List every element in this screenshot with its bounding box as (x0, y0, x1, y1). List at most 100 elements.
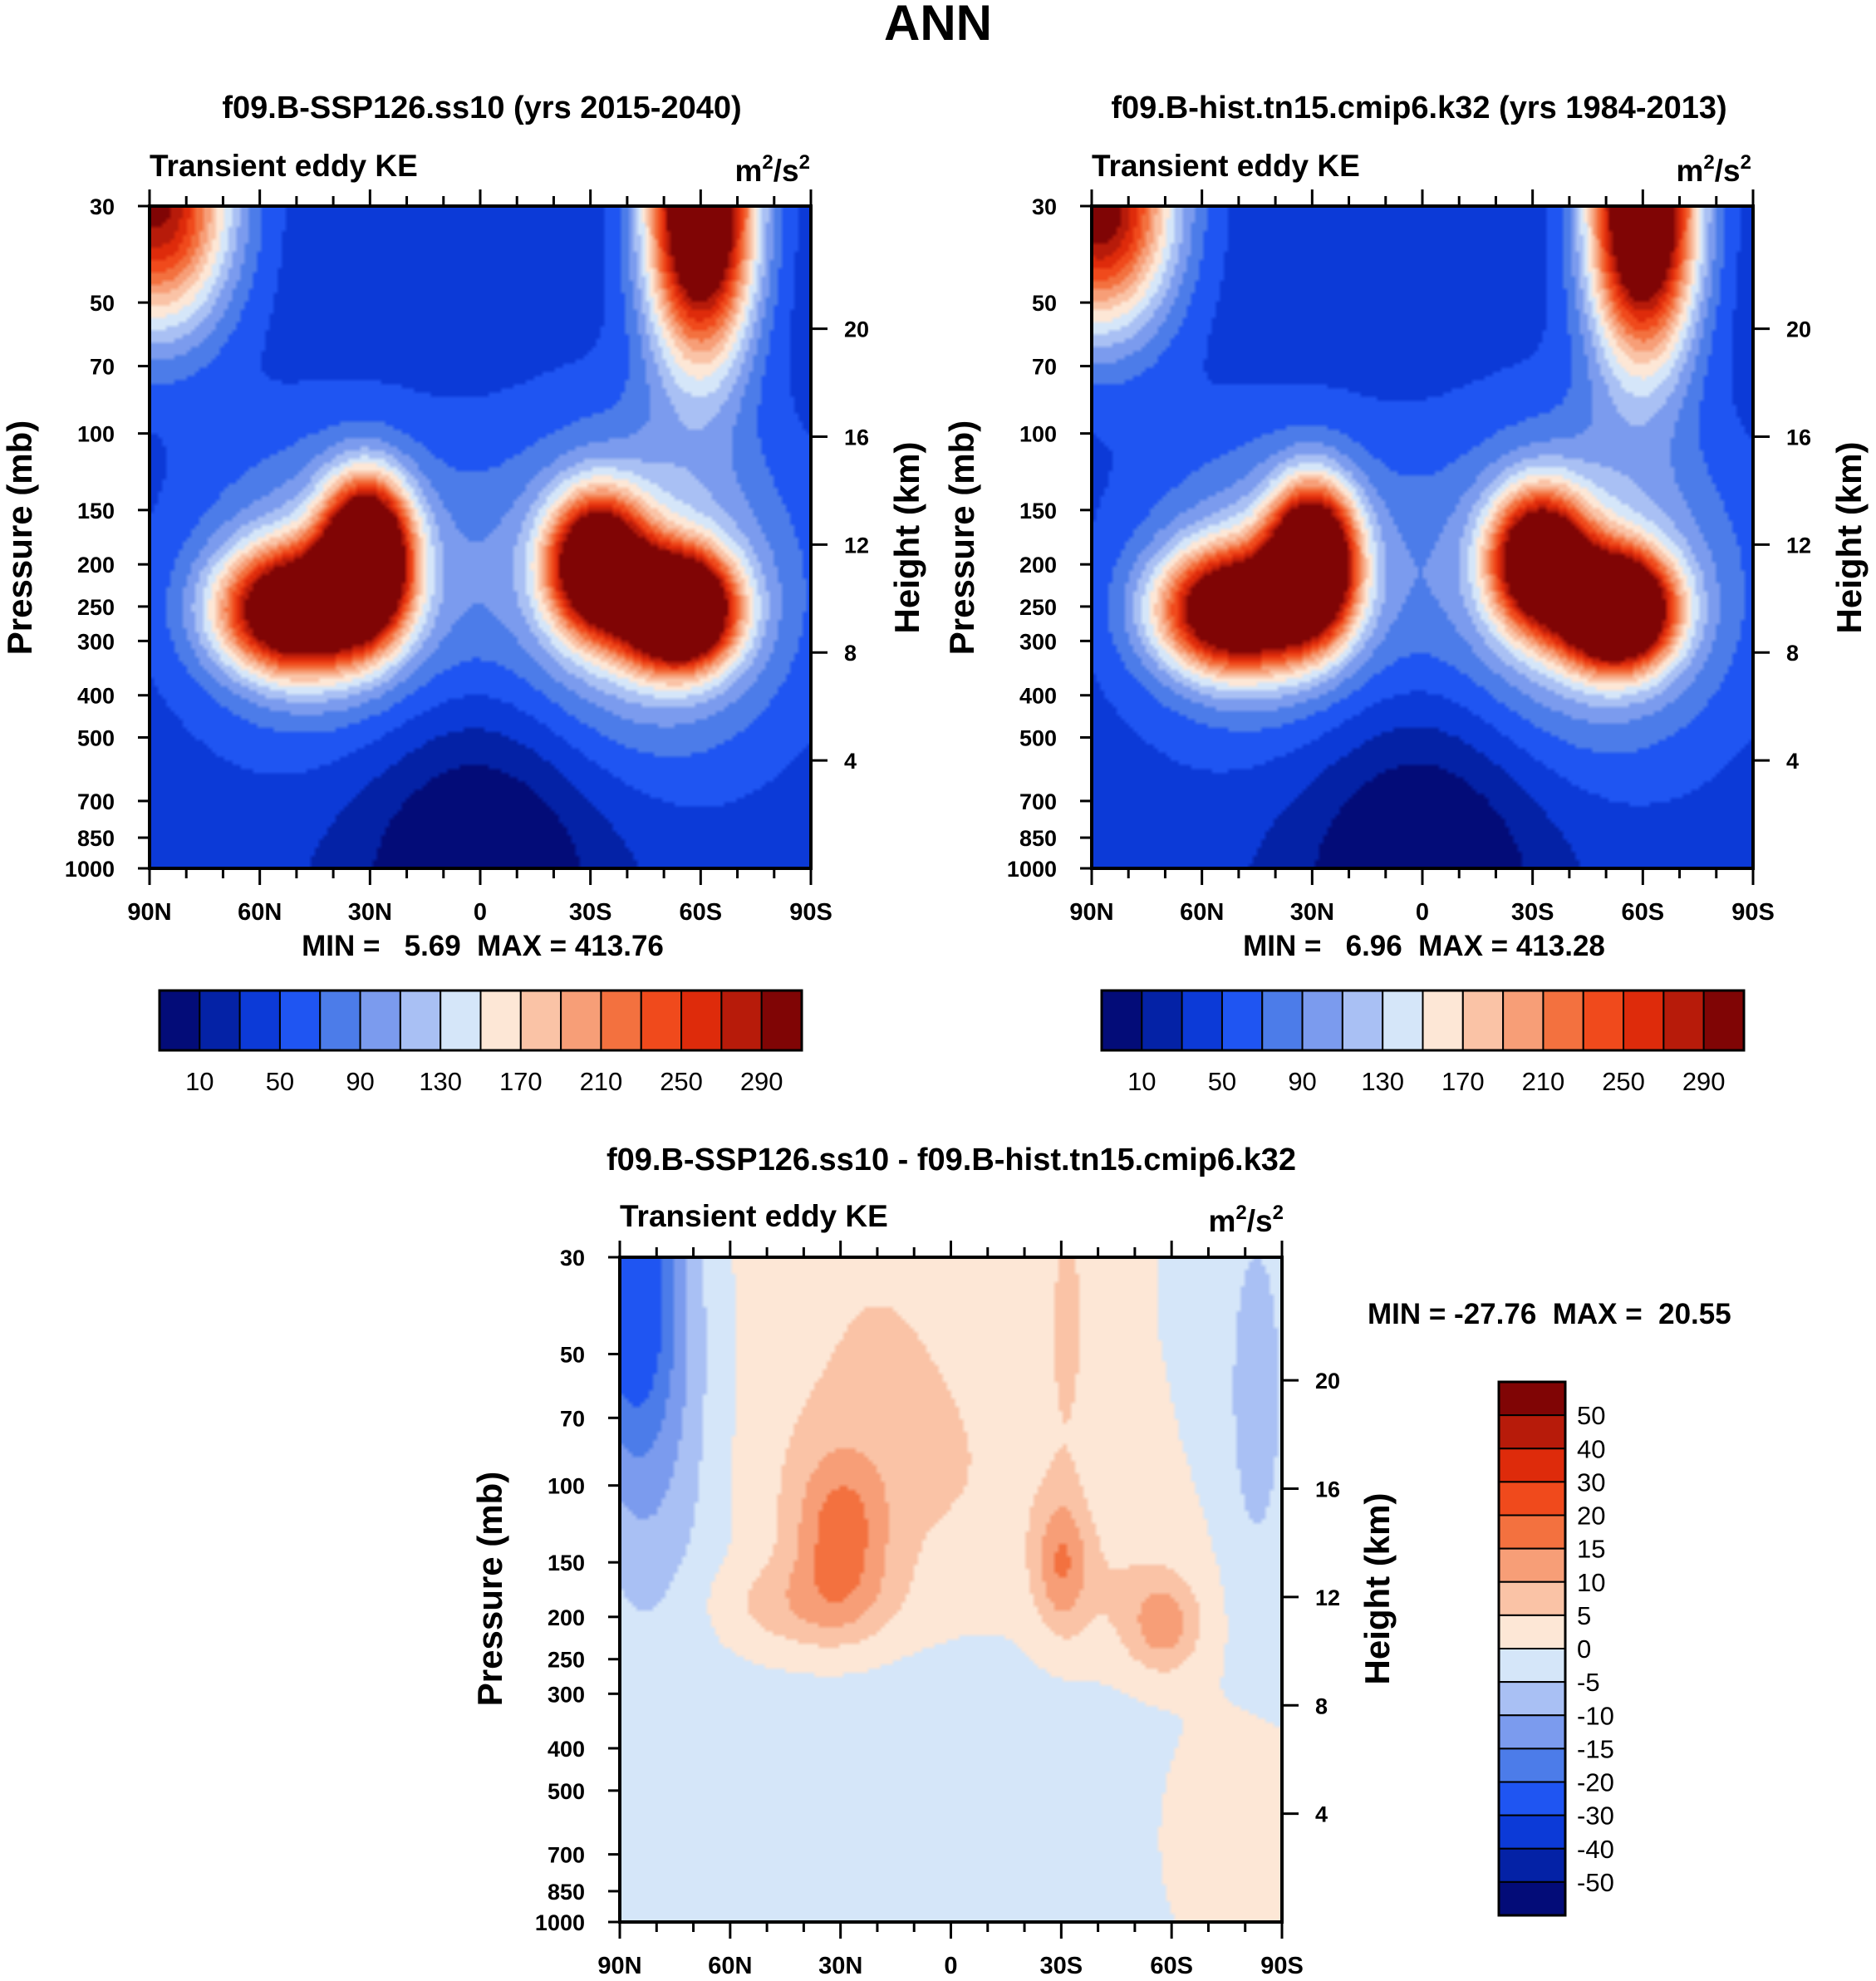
colorbar-swatch (1498, 1847, 1566, 1883)
y2-tick-label: 4 (844, 749, 857, 774)
colorbar-label: 30 (1577, 1467, 1605, 1497)
colorbar-swatch (1498, 1781, 1566, 1816)
left-string: Transient eddy KE (620, 1199, 888, 1233)
y2-tick-label: 20 (1315, 1369, 1340, 1394)
colorbar-swatch (1498, 1748, 1566, 1783)
colorbar-swatch (760, 990, 803, 1051)
x-tick-label: 0 (474, 899, 487, 926)
y-tick-label: 100 (548, 1474, 585, 1499)
colorbar-label: 50 (1577, 1401, 1605, 1430)
panel-top-left: f09.B-SSP126.ss10 (yrs 2015-2040) Transi… (0, 91, 926, 1096)
x-tick-label: 90N (127, 899, 171, 926)
colorbar-label: 130 (1361, 1067, 1404, 1096)
colorbar-swatch (1498, 1448, 1566, 1483)
colorbar-label: 250 (660, 1067, 703, 1096)
y-axis-label: Pressure (mb) (0, 420, 39, 655)
colorbar: 10 50 90 130 170 210 250 290 (158, 989, 803, 1096)
colorbar-swatch (1220, 990, 1264, 1051)
colorbar-swatch (1582, 990, 1625, 1051)
colorbar-label: 15 (1577, 1535, 1605, 1564)
x-tick-label: 30N (348, 899, 392, 926)
y-tick-label: 500 (548, 1779, 585, 1804)
colorbar-label: 50 (266, 1067, 294, 1096)
y-tick-label: 150 (77, 499, 115, 524)
x-tick-label: 60S (1622, 899, 1665, 926)
y-tick-label: 400 (548, 1737, 585, 1762)
colorbar-label: 50 (1208, 1067, 1236, 1096)
x-tick-label: 60N (238, 899, 282, 926)
colorbar-label: 10 (1127, 1067, 1156, 1096)
stats-text: MIN = 6.96 MAX = 413.28 (1243, 930, 1605, 962)
colorbar-label: -5 (1577, 1668, 1600, 1697)
y-tick-label: 700 (548, 1843, 585, 1868)
y-tick-label: 400 (77, 684, 115, 709)
y2-tick-label: 16 (844, 425, 869, 450)
y-tick-label: 150 (1019, 499, 1057, 524)
colorbar-swatch (479, 990, 522, 1051)
x-tick-label: 90N (597, 1953, 641, 1979)
colorbar-label: 290 (1682, 1067, 1726, 1096)
y2-axis-label: Height (km) (887, 442, 926, 634)
colorbar-label: 130 (419, 1067, 462, 1096)
y-tick-label: 200 (77, 553, 115, 578)
plot-axes: 90N 60N 30N 0 30S 60S 90S 30 50 70 100 150 200 250 300… (535, 1241, 1340, 1979)
colorbar-swatch (319, 990, 361, 1051)
panel-title: f09.B-SSP126.ss10 (yrs 2015-2040) (222, 91, 741, 125)
panel-bottom-difference: f09.B-SSP126.ss10 - f09.B-hist.tn15.cmip… (470, 1143, 1731, 1979)
y-tick-label: 300 (1019, 629, 1057, 654)
x-tick-label: 90S (1731, 899, 1775, 926)
y2-tick-label: 12 (1315, 1585, 1340, 1610)
colorbar-swatch (1498, 1414, 1566, 1450)
colorbar-label: 170 (1441, 1067, 1485, 1096)
x-tick-label: 60S (680, 899, 723, 926)
y-tick-label: 700 (1019, 789, 1057, 814)
colorbar-label: 210 (1522, 1067, 1565, 1096)
y-tick-label: 250 (1019, 595, 1057, 620)
colorbar-label: 40 (1577, 1434, 1605, 1463)
stats-text: MIN = -27.76 MAX = 20.55 (1368, 1298, 1731, 1330)
y-axis-label: Pressure (mb) (470, 1472, 509, 1706)
colorbar-swatch (1341, 990, 1384, 1051)
y-tick-label: 1000 (535, 1910, 585, 1935)
x-tick-label: 30N (818, 1953, 862, 1979)
contour-field (150, 206, 811, 868)
contour-plot (1092, 206, 1753, 868)
y-tick-label: 70 (1032, 355, 1057, 380)
x-tick-label: 0 (1416, 899, 1429, 926)
colorbar-label: 250 (1602, 1067, 1645, 1096)
colorbar-label: 5 (1577, 1601, 1591, 1630)
colorbar-label: -10 (1577, 1701, 1614, 1730)
contour-field (620, 1257, 1282, 1922)
y-tick-label: 70 (90, 355, 115, 380)
y-tick-label: 850 (77, 826, 115, 851)
colorbar-swatch (1498, 1714, 1566, 1750)
y-tick-label: 100 (77, 422, 115, 447)
y2-tick-label: 4 (1786, 749, 1799, 774)
y-tick-label: 1000 (1007, 857, 1057, 882)
y-tick-label: 50 (1032, 291, 1057, 316)
y-tick-label: 500 (1019, 725, 1057, 750)
colorbar-label: -30 (1577, 1802, 1614, 1831)
colorbar-label: 210 (580, 1067, 623, 1096)
x-tick-label: 30S (569, 899, 612, 926)
units-label: m2/s2 (1677, 151, 1751, 188)
colorbar-label: 290 (740, 1067, 783, 1096)
contour-plot (150, 206, 811, 868)
colorbar-frame (158, 989, 803, 1052)
x-tick-label: 90S (789, 899, 832, 926)
y2-tick-label: 20 (844, 317, 869, 342)
y-tick-label: 30 (90, 194, 115, 219)
y-tick-label: 150 (548, 1551, 585, 1575)
y2-tick-label: 12 (844, 533, 869, 558)
panel-title: f09.B-SSP126.ss10 - f09.B-hist.tn15.cmip… (607, 1143, 1296, 1177)
y-tick-label: 850 (548, 1880, 585, 1905)
y-tick-label: 250 (77, 595, 115, 620)
colorbar-swatch (1181, 990, 1223, 1051)
colorbar-swatch (159, 990, 201, 1051)
colorbar-label: -20 (1577, 1768, 1614, 1797)
colorbar: 10 50 90 130 170 210 250 290 (1100, 989, 1746, 1096)
y2-axis-label: Height (km) (1829, 442, 1869, 634)
colorbar-swatch (238, 990, 281, 1051)
colorbar-swatch (1422, 990, 1464, 1051)
